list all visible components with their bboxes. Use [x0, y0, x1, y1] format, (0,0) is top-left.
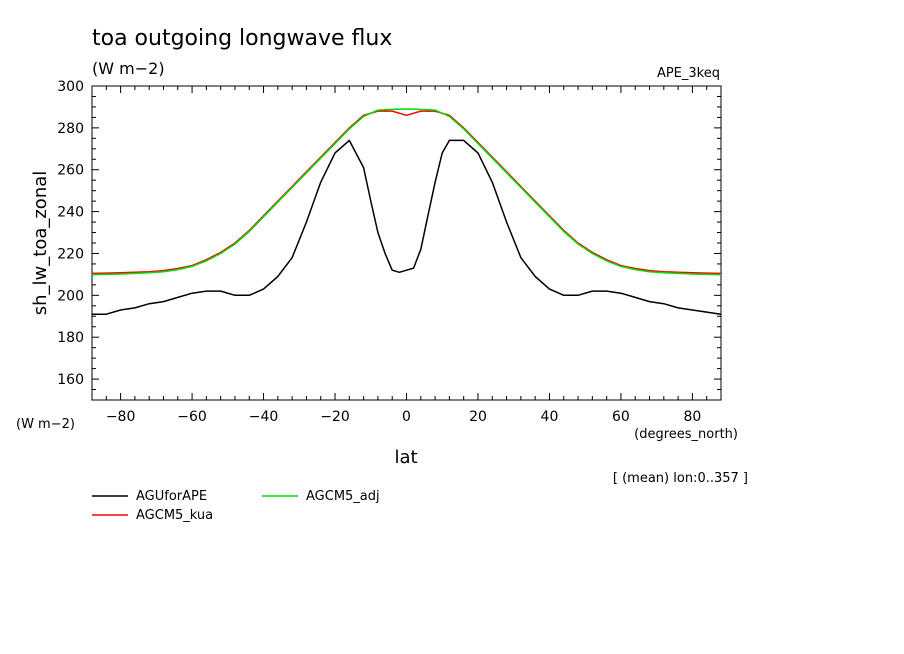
x-tick-label: −80: [106, 409, 136, 425]
chart-units: (W m−2): [92, 59, 165, 78]
y-tick-label: 160: [57, 372, 84, 388]
y-tick-label: 200: [57, 288, 84, 304]
chart-title: toa outgoing longwave flux: [92, 26, 392, 51]
series-line-agcm5-adj: [91, 108, 722, 276]
y-tick-label: 180: [57, 330, 84, 346]
mean-note: [ (mean) lon:0..357 ]: [613, 471, 748, 486]
series-line-agcm5-kua: [91, 110, 722, 275]
x-tick-label: −20: [320, 409, 350, 425]
legend: AGUforAPE AGCM5_adj AGCM5_kua: [92, 489, 380, 523]
x-tick-label: 80: [683, 409, 701, 425]
y-tick-label: 220: [57, 246, 84, 262]
x-tick-label: 60: [612, 409, 630, 425]
x-tick-label: −40: [249, 409, 279, 425]
series-lines: [91, 108, 722, 315]
y-tick-label: 280: [57, 121, 84, 137]
x-axis-ticks: −80 −60 −40 −20 0 20 40 60 80: [91, 86, 722, 425]
legend-label-aguforape: AGUforAPE: [136, 489, 207, 504]
y-units-corner: (W m−2): [16, 417, 75, 432]
y-tick-label: 240: [57, 205, 84, 221]
y-axis-ticks: 160 180 200 220 240 260 280 300: [57, 79, 721, 401]
x-units-label: (degrees_north): [634, 427, 738, 442]
x-tick-label: 0: [402, 409, 411, 425]
x-tick-label: 40: [541, 409, 559, 425]
experiment-label: APE_3keq: [657, 66, 720, 81]
x-tick-label: 20: [469, 409, 487, 425]
series-line-aguforape: [92, 139, 722, 315]
y-tick-label: 260: [57, 163, 84, 179]
x-tick-label: −60: [177, 409, 207, 425]
legend-label-agcm5-adj: AGCM5_adj: [306, 489, 380, 504]
y-tick-label: 300: [57, 79, 84, 95]
x-axis-label: lat: [394, 447, 417, 468]
legend-label-agcm5-kua: AGCM5_kua: [136, 508, 213, 523]
y-axis-label: sh_lw_toa_zonal: [30, 171, 51, 316]
